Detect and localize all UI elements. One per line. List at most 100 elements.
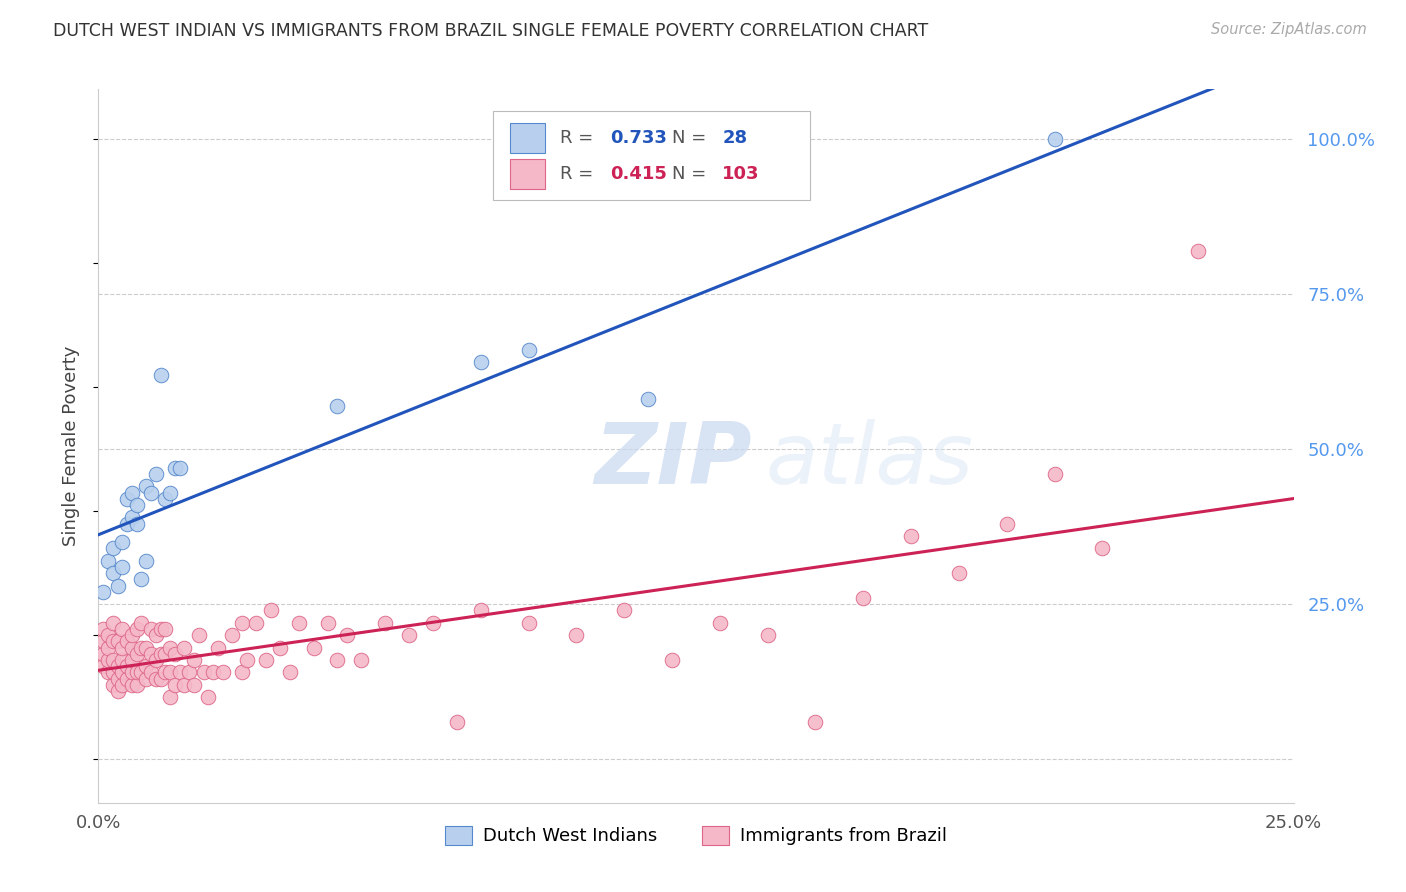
Point — [517, 343, 540, 357]
Point — [173, 678, 195, 692]
Point — [197, 690, 219, 705]
Point — [470, 603, 492, 617]
Point — [139, 485, 162, 500]
Point — [121, 485, 143, 500]
Text: N =: N = — [672, 129, 711, 147]
Point — [131, 573, 153, 587]
Point — [565, 628, 588, 642]
Point — [221, 628, 243, 642]
Point — [709, 615, 731, 630]
Point — [125, 516, 148, 531]
Point — [131, 615, 153, 630]
Point — [107, 684, 129, 698]
Point — [259, 603, 281, 617]
Point — [193, 665, 215, 680]
Point — [101, 566, 124, 581]
Point — [155, 665, 177, 680]
Point — [121, 653, 143, 667]
Point — [145, 628, 167, 642]
Point — [326, 653, 349, 667]
Point — [169, 665, 191, 680]
Point — [111, 653, 134, 667]
Point — [91, 659, 114, 673]
Point — [1043, 467, 1066, 481]
Point — [350, 653, 373, 667]
Point — [183, 653, 205, 667]
Point — [517, 615, 540, 630]
FancyBboxPatch shape — [509, 123, 546, 153]
Point — [101, 541, 124, 556]
Point — [97, 554, 120, 568]
Point — [107, 579, 129, 593]
Point — [125, 498, 148, 512]
Point — [169, 460, 191, 475]
Point — [135, 659, 157, 673]
Point — [302, 640, 325, 655]
Text: atlas: atlas — [765, 418, 973, 502]
Text: 0.415: 0.415 — [610, 165, 666, 183]
Point — [202, 665, 225, 680]
Point — [288, 615, 311, 630]
Point — [101, 653, 124, 667]
Point — [107, 634, 129, 648]
Point — [183, 678, 205, 692]
Point — [613, 603, 636, 617]
Point — [135, 479, 157, 493]
Point — [139, 647, 162, 661]
Point — [139, 622, 162, 636]
Point — [163, 678, 186, 692]
Point — [948, 566, 970, 581]
Point — [446, 715, 468, 730]
Text: 28: 28 — [723, 129, 748, 147]
Point — [91, 622, 114, 636]
Point — [115, 672, 138, 686]
Point — [1043, 132, 1066, 146]
Point — [91, 584, 114, 599]
Point — [316, 615, 339, 630]
Point — [900, 529, 922, 543]
Point — [149, 647, 172, 661]
Point — [111, 665, 134, 680]
Point — [1187, 244, 1209, 258]
FancyBboxPatch shape — [509, 159, 546, 189]
Point — [115, 516, 138, 531]
Point — [107, 672, 129, 686]
Point — [135, 554, 157, 568]
Point — [125, 622, 148, 636]
Point — [159, 665, 181, 680]
Point — [269, 640, 291, 655]
Point — [1091, 541, 1114, 556]
Point — [661, 653, 683, 667]
Point — [231, 665, 253, 680]
Point — [139, 665, 162, 680]
Point — [159, 640, 181, 655]
Text: 103: 103 — [723, 165, 759, 183]
Point — [179, 665, 201, 680]
Point — [155, 491, 177, 506]
Point — [187, 628, 209, 642]
Point — [163, 460, 186, 475]
Point — [97, 628, 120, 642]
Point — [111, 678, 134, 692]
Point — [145, 653, 167, 667]
Legend: Dutch West Indians, Immigrants from Brazil: Dutch West Indians, Immigrants from Braz… — [436, 816, 956, 855]
Point — [852, 591, 875, 605]
Point — [756, 628, 779, 642]
Text: 0.733: 0.733 — [610, 129, 666, 147]
Point — [145, 467, 167, 481]
Point — [121, 628, 143, 642]
Point — [336, 628, 359, 642]
Point — [111, 560, 134, 574]
Point — [97, 640, 120, 655]
Point — [254, 653, 277, 667]
Point — [374, 615, 396, 630]
Text: R =: R = — [560, 129, 599, 147]
Point — [470, 355, 492, 369]
Point — [115, 659, 138, 673]
Point — [115, 491, 138, 506]
Point — [101, 634, 124, 648]
Point — [111, 640, 134, 655]
Point — [131, 665, 153, 680]
Point — [101, 665, 124, 680]
Point — [155, 622, 177, 636]
